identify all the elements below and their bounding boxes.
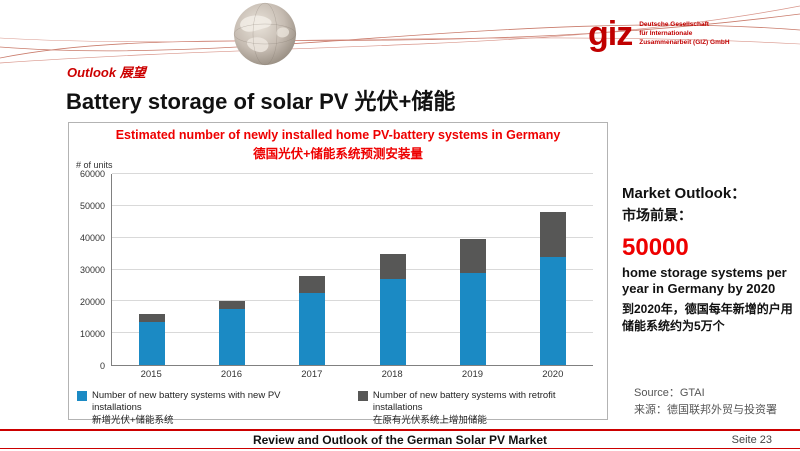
bar-segment-2018-series-1	[379, 253, 406, 280]
legend-item-0: Number of new battery systems with new P…	[77, 390, 332, 427]
y-axis-tick-label: 20000	[79, 297, 105, 307]
x-axis-label-2019: 2019	[461, 369, 484, 380]
gridline	[112, 268, 593, 270]
chart-title-zh: 德国光伏+储能系统预测安装量	[253, 147, 423, 161]
bar-stack-2017	[299, 174, 326, 365]
page-number: Seite 23	[731, 434, 772, 446]
x-axis-labels: 2015 2016 2017 2018 2019 2020	[111, 366, 593, 380]
decorative-curve	[0, 24, 800, 52]
source-line-zh: 来源：德国联邦外贸与投资署	[634, 403, 777, 416]
bar-segment-2019-series-1	[459, 239, 486, 273]
footer-divider-bottom	[0, 448, 800, 449]
x-axis-label-2018: 2018	[381, 369, 403, 380]
bar-stack-2016	[219, 174, 246, 365]
gridline	[112, 204, 593, 206]
y-axis-tick-label: 60000	[79, 169, 105, 179]
bar-group-2018	[353, 174, 433, 365]
giz-logo-text: giz	[588, 15, 633, 53]
gridline	[112, 173, 593, 174]
y-axis-ticks: 0 10000 20000 30000 40000 50000 60000	[69, 169, 111, 371]
globe-icon	[233, 2, 297, 66]
y-axis-units-label: # of units	[76, 160, 113, 170]
y-axis-tick-label: 0	[99, 361, 105, 371]
bar-group-2016	[192, 174, 272, 365]
market-outlook-panel: Market Outlook： 市场前景： 50000 home storage…	[622, 182, 794, 335]
bar-group-2017	[272, 174, 352, 365]
bar-series-area	[112, 174, 593, 365]
source-note: Source：GTAI 来源：德国联邦外贸与投资署	[634, 385, 777, 418]
decorative-header-graphic	[0, 2, 800, 66]
chart-title-block: Estimated number of newly installed home…	[69, 123, 607, 162]
bar-stack-2018	[379, 174, 406, 365]
giz-tagline-line: Zusammenarbeit (GIZ) GmbH	[639, 38, 730, 46]
market-outlook-desc-zh: 到2020年，德国每年新增的户用储能系统约为5万个	[622, 302, 793, 333]
gridline	[112, 300, 593, 302]
y-axis-tick-label: 40000	[79, 233, 105, 243]
legend-item-1: Number of new battery systems with retro…	[357, 390, 607, 427]
decorative-curve	[0, 37, 800, 45]
legend-swatch-icon	[357, 391, 368, 401]
bar-segment-2017-series-0	[299, 293, 326, 365]
x-axis-label-2016: 2016	[220, 369, 243, 380]
chart-container: Estimated number of newly installed home…	[68, 122, 608, 426]
bar-segment-2020-series-1	[539, 212, 566, 257]
bar-segment-2015-series-0	[139, 322, 166, 365]
giz-logo-tagline: Deutsche Gesellschaft für Internationale…	[639, 21, 729, 47]
bar-segment-2019-series-0	[459, 272, 486, 365]
footer-title: Review and Outlook of the German Solar P…	[252, 433, 548, 447]
bar-segment-2016-series-0	[219, 309, 246, 365]
bar-group-2020	[513, 174, 593, 365]
decorative-curve	[0, 13, 800, 59]
market-outlook-title-zh: 市场前景：	[622, 207, 692, 223]
x-axis-label-2015: 2015	[140, 369, 162, 380]
giz-tagline-line: Deutsche Gesellschaft	[639, 21, 709, 29]
plot-area	[111, 173, 593, 366]
bar-stack-2019	[459, 174, 486, 365]
bar-group-2019	[433, 174, 513, 365]
decorative-curve	[0, 5, 800, 64]
bar-segment-2017-series-1	[299, 275, 326, 294]
giz-tagline-line: für Internationale	[639, 30, 693, 38]
giz-logo: giz Deutsche Gesellschaft für Internatio…	[588, 15, 730, 53]
bar-group-2015	[112, 174, 192, 365]
highlight-number: 50000	[622, 234, 689, 261]
footer-divider-top	[0, 429, 800, 431]
bar-segment-2018-series-0	[379, 279, 406, 365]
bar-stack-2015	[139, 174, 166, 365]
y-axis-tick-label: 50000	[79, 201, 105, 211]
market-outlook-title-en: Market Outlook：	[622, 185, 747, 202]
plot-row: 0 10000 20000 30000 40000 50000 60000	[69, 169, 607, 371]
market-outlook-desc-en: home storage systems per year in Germany…	[622, 265, 787, 296]
x-axis-label-2017: 2017	[301, 369, 323, 380]
bar-segment-2016-series-1	[219, 301, 246, 310]
chart-legend: Number of new battery systems with new P…	[69, 380, 607, 427]
source-line-en: Source：GTAI	[634, 387, 705, 399]
bar-segment-2015-series-1	[139, 314, 166, 323]
page-title: Battery storage of solar PV 光伏+储能	[66, 89, 456, 114]
bar-segment-2020-series-0	[539, 256, 566, 365]
legend-label: Number of new battery systems with new P…	[92, 390, 281, 426]
legend-swatch-icon	[77, 391, 87, 401]
legend-label: Number of new battery systems with retro…	[372, 390, 556, 426]
gridline	[112, 236, 593, 238]
gridline	[112, 332, 593, 334]
chart-title-en: Estimated number of newly installed home…	[115, 128, 561, 142]
section-label: Outlook 展望	[67, 65, 146, 80]
x-axis-label-2020: 2020	[542, 369, 564, 380]
y-axis-tick-label: 30000	[79, 265, 105, 275]
y-axis-tick-label: 10000	[79, 329, 105, 339]
bar-stack-2020	[539, 174, 566, 365]
